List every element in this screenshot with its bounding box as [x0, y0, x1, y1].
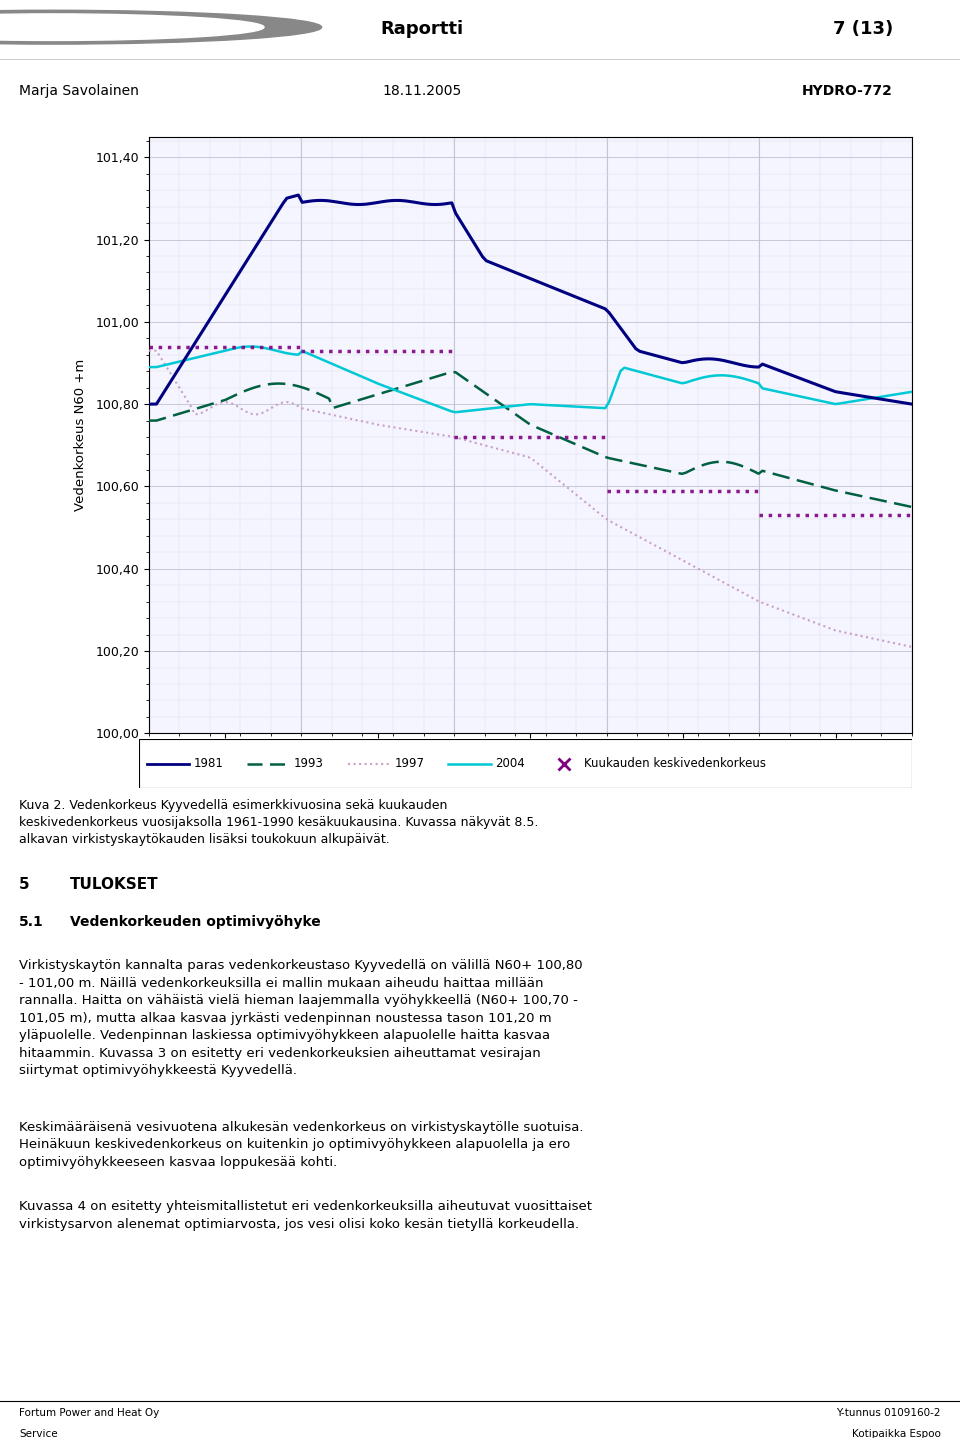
Text: Service: Service	[19, 1429, 58, 1438]
Text: 5: 5	[19, 877, 30, 892]
Text: Virkistyskaytön kannalta paras vedenkorkeustaso Kyyvedellä on välillä N60+ 100,8: Virkistyskaytön kannalta paras vedenkork…	[19, 959, 583, 1077]
Text: 1997: 1997	[395, 756, 424, 771]
Text: Y-tunnus 0109160-2: Y-tunnus 0109160-2	[836, 1408, 941, 1418]
Text: Raportti: Raportti	[381, 20, 464, 37]
Text: 18.11.2005: 18.11.2005	[383, 83, 462, 98]
Text: 1981: 1981	[193, 756, 223, 771]
Text: Fortum Power and Heat Oy: Fortum Power and Heat Oy	[19, 1408, 159, 1418]
Text: Kuva 2. Vedenkorkeus Kyyvedellä esimerkkivuosina sekä kuukauden
keskivedenkorkeu: Kuva 2. Vedenkorkeus Kyyvedellä esimerkk…	[19, 800, 539, 846]
Circle shape	[0, 14, 264, 40]
Text: 7 (13): 7 (13)	[832, 20, 893, 37]
Text: Marja Savolainen: Marja Savolainen	[19, 83, 139, 98]
Text: 1993: 1993	[294, 756, 324, 771]
Text: HYDRO-772: HYDRO-772	[802, 83, 893, 98]
Text: 2004: 2004	[494, 756, 524, 771]
Text: Kotipaikka Espoo: Kotipaikka Espoo	[852, 1429, 941, 1438]
Text: Keskimääräisenä vesivuotena alkukesän vedenkorkeus on virkistyskaytölle suotuisa: Keskimääräisenä vesivuotena alkukesän ve…	[19, 1120, 584, 1169]
Y-axis label: Vedenkorkeus N60 +m: Vedenkorkeus N60 +m	[74, 360, 86, 510]
Text: Vedenkorkeuden optimivyöhyke: Vedenkorkeuden optimivyöhyke	[70, 916, 321, 929]
Text: TULOKSET: TULOKSET	[70, 877, 158, 892]
Text: Fortum: Fortum	[125, 14, 237, 43]
Text: Kuvassa 4 on esitetty yhteismitallistetut eri vedenkorkeuksilla aiheutuvat vuosi: Kuvassa 4 on esitetty yhteismitallistetu…	[19, 1201, 592, 1231]
Text: 5.1: 5.1	[19, 916, 44, 929]
Circle shape	[0, 10, 322, 45]
Text: Kuukauden keskivedenkorkeus: Kuukauden keskivedenkorkeus	[584, 756, 765, 771]
